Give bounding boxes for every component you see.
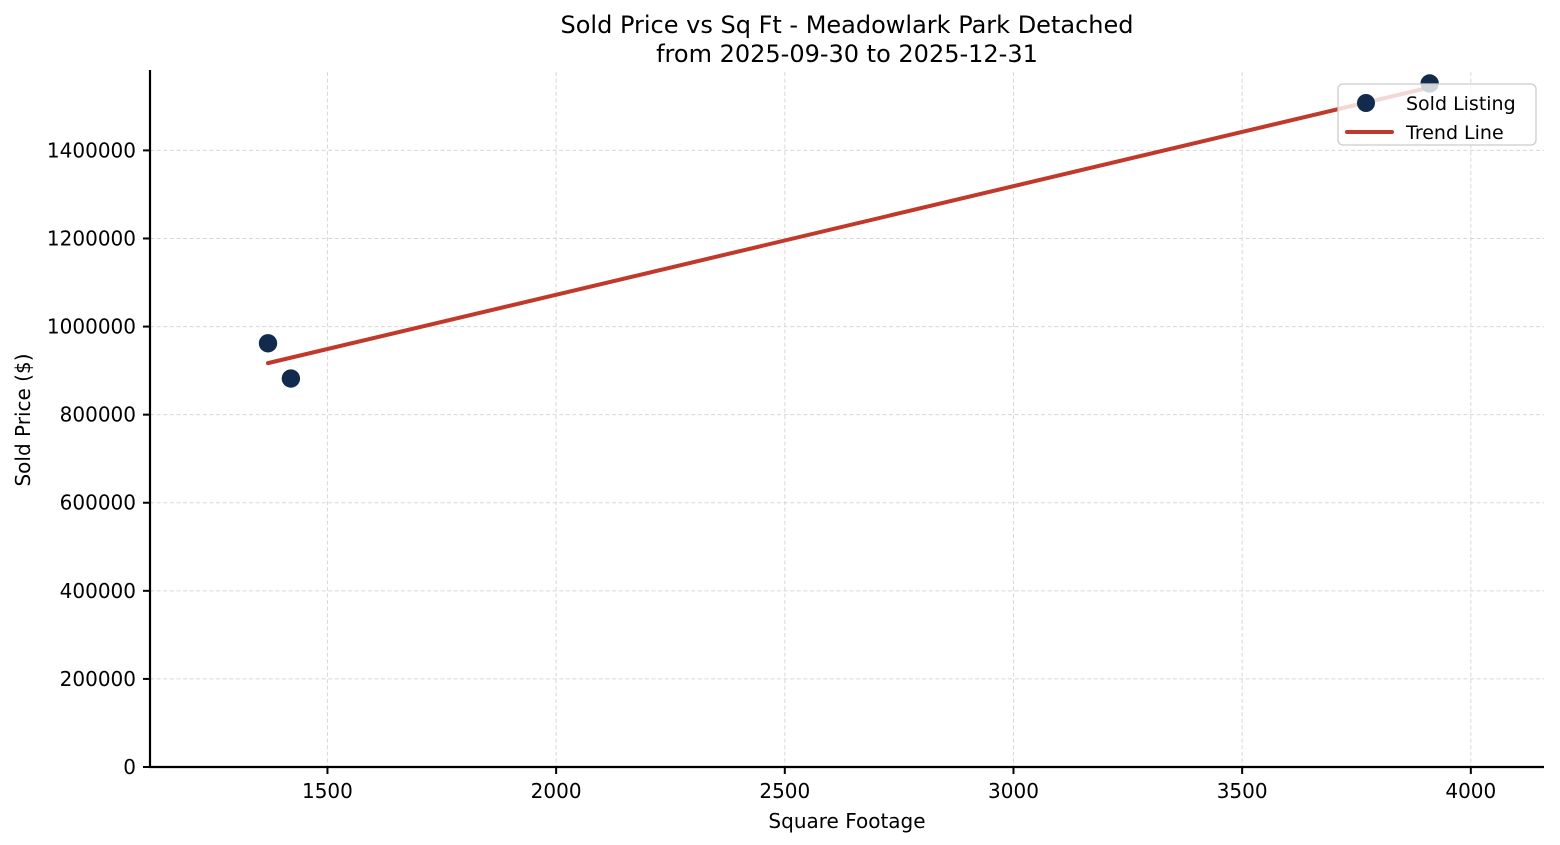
legend-label: Trend Line	[1405, 122, 1504, 144]
y-tick-label: 400000	[60, 579, 136, 603]
data-point	[281, 369, 301, 388]
chart-subtitle: from 2025-09-30 to 2025-12-31	[656, 40, 1038, 68]
x-axis-title: Square Footage	[768, 809, 926, 833]
x-tick-label: 3500	[1217, 779, 1268, 803]
x-tick-label: 4000	[1445, 779, 1496, 803]
legend-box	[1337, 83, 1537, 146]
chart-title: Sold Price vs Sq Ft - Meadowlark Park De…	[560, 11, 1134, 39]
y-tick-label: 1400000	[47, 138, 136, 162]
legend-label: Sold Listing	[1406, 93, 1516, 115]
trend-line	[265, 85, 1432, 366]
y-tick-label: 1200000	[47, 226, 136, 250]
x-tick-label: 2000	[531, 779, 582, 803]
data-point	[258, 334, 278, 353]
y-tick-label: 600000	[60, 491, 136, 515]
y-tick-label: 0	[123, 755, 136, 779]
y-tick-label: 1000000	[47, 315, 136, 339]
y-tick-label: 200000	[60, 667, 136, 691]
x-tick-label: 3000	[988, 779, 1039, 803]
y-tick-label: 800000	[60, 403, 136, 427]
x-tick-label: 1500	[302, 779, 353, 803]
x-tick-label: 2500	[759, 779, 810, 803]
legend-marker-dot-icon	[1357, 94, 1375, 112]
y-axis-title: Sold Price ($)	[11, 353, 35, 487]
chart-title-block: Sold Price vs Sq Ft - Meadowlark Park De…	[150, 11, 1544, 69]
